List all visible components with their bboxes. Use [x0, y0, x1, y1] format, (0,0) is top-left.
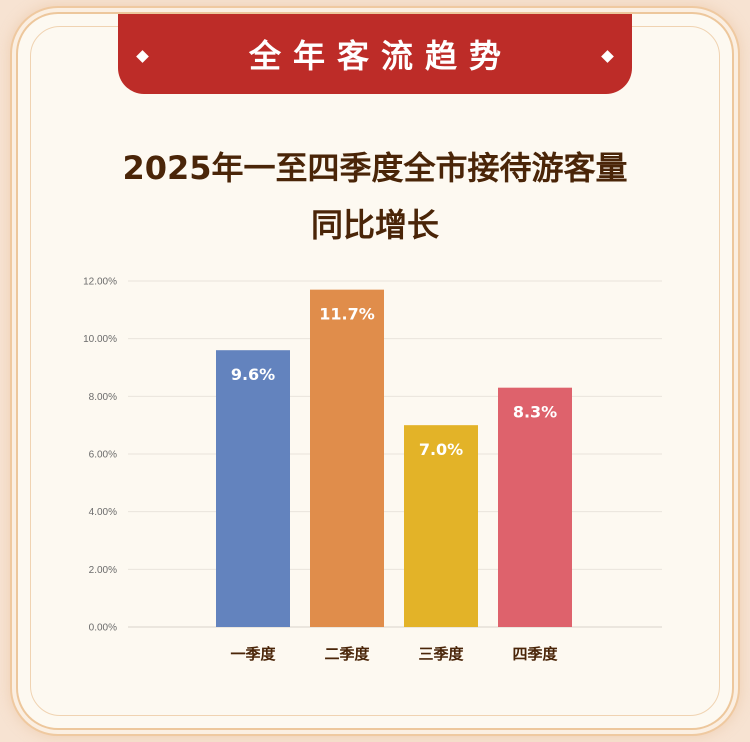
data-label: 9.6%: [231, 365, 275, 384]
y-tick-label: 12.00%: [83, 277, 117, 288]
x-category-label: 三季度: [418, 645, 464, 663]
bar: [404, 425, 478, 627]
y-tick-label: 2.00%: [89, 565, 117, 576]
bar: [310, 289, 384, 627]
data-label: 11.7%: [319, 305, 375, 324]
y-tick-label: 10.00%: [83, 334, 117, 345]
y-tick-label: 8.00%: [89, 392, 117, 403]
header-banner: 全年客流趋势: [118, 14, 632, 94]
y-tick-label: 6.00%: [89, 450, 117, 461]
x-category-label: 二季度: [324, 645, 370, 663]
banner-title: 全年客流趋势: [248, 37, 513, 75]
y-tick-label: 0.00%: [89, 623, 117, 634]
bar: [216, 350, 290, 627]
x-category-label: 一季度: [230, 645, 276, 663]
chart-title-line-1: 2025年一至四季度全市接待游客量: [122, 149, 628, 187]
data-label: 8.3%: [513, 403, 557, 422]
data-label: 7.0%: [419, 440, 463, 459]
y-tick-label: 4.00%: [89, 507, 117, 518]
x-category-label: 四季度: [512, 645, 558, 663]
bar: [498, 387, 572, 627]
chart-title-line-2: 同比增长: [310, 206, 439, 244]
